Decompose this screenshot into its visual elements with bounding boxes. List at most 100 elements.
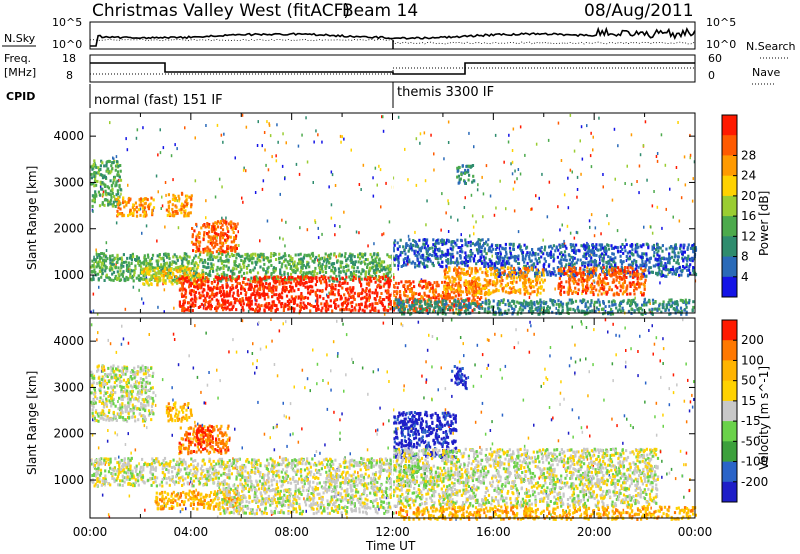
data-cell xyxy=(174,212,177,216)
data-cell xyxy=(237,264,240,268)
noise-cell xyxy=(447,230,450,233)
data-cell xyxy=(368,293,371,297)
data-cell xyxy=(531,253,534,257)
data-cell xyxy=(368,278,371,282)
noise-cell xyxy=(563,193,566,197)
data-cell xyxy=(328,253,331,257)
data-cell xyxy=(421,246,424,250)
data-cell xyxy=(636,250,639,254)
data-cell xyxy=(379,276,382,280)
data-cell xyxy=(490,291,493,295)
data-cell xyxy=(202,247,205,251)
data-cell xyxy=(475,304,479,308)
data-cell xyxy=(460,247,463,251)
data-cell xyxy=(470,253,473,257)
noise-cell xyxy=(542,238,544,242)
data-cell xyxy=(513,258,516,262)
data-cell xyxy=(263,262,266,266)
data-cell xyxy=(654,248,657,251)
data-cell xyxy=(275,288,278,292)
noise-cell xyxy=(372,194,375,198)
data-cell xyxy=(454,283,457,287)
data-cell xyxy=(604,246,608,250)
data-cell xyxy=(383,305,386,309)
data-cell xyxy=(189,211,192,215)
data-cell xyxy=(605,249,608,253)
data-cell xyxy=(433,254,436,258)
noise-cell xyxy=(656,205,659,209)
data-cell xyxy=(246,271,249,275)
data-cell xyxy=(374,309,377,312)
data-cell xyxy=(559,258,562,262)
data-cell xyxy=(242,277,245,280)
noise-cell xyxy=(266,219,269,223)
data-cell xyxy=(387,302,391,306)
data-cell xyxy=(195,245,198,249)
data-cell xyxy=(262,282,265,286)
data-cell xyxy=(381,302,384,306)
noise-cell xyxy=(159,151,162,155)
data-cell xyxy=(640,256,643,259)
data-cell xyxy=(409,290,413,293)
data-cell xyxy=(289,300,293,304)
data-cell xyxy=(98,173,102,177)
data-cell xyxy=(199,258,202,262)
data-cell xyxy=(232,291,235,295)
data-cell xyxy=(225,220,228,224)
data-cell xyxy=(101,202,104,206)
noise-cell xyxy=(139,207,142,211)
data-cell xyxy=(399,293,402,297)
data-cell xyxy=(251,261,254,265)
noise-cell xyxy=(660,133,663,137)
data-cell xyxy=(360,277,363,281)
data-cell xyxy=(194,254,197,258)
data-cell xyxy=(620,265,623,269)
noise-cell xyxy=(473,145,475,149)
freq-tick-top: 18 xyxy=(62,52,76,65)
data-cell xyxy=(116,173,119,177)
data-cell xyxy=(150,196,153,200)
nave-tick-top: 60 xyxy=(708,52,722,65)
noise-cell xyxy=(164,181,167,184)
data-cell xyxy=(547,264,550,268)
data-cell xyxy=(591,260,594,264)
noise-cell xyxy=(124,307,127,311)
data-cell xyxy=(445,281,448,285)
data-cell xyxy=(110,267,113,271)
data-cell xyxy=(485,279,488,283)
data-cell xyxy=(448,299,451,303)
data-cell xyxy=(454,261,457,265)
data-cell xyxy=(112,200,115,204)
data-cell xyxy=(233,297,236,301)
noise-cell xyxy=(614,177,616,181)
data-cell xyxy=(387,268,390,272)
data-cell xyxy=(299,301,302,305)
data-cell xyxy=(207,277,210,281)
data-cell xyxy=(480,261,484,265)
data-cell xyxy=(508,242,511,246)
data-cell xyxy=(214,227,218,231)
data-cell xyxy=(363,305,367,309)
data-cell xyxy=(544,259,547,263)
data-cell xyxy=(274,309,277,313)
data-cell xyxy=(432,250,435,253)
noise-cell xyxy=(127,183,129,187)
data-cell xyxy=(283,281,286,285)
data-cell xyxy=(272,270,275,274)
data-cell xyxy=(101,187,104,191)
noise-cell xyxy=(580,172,582,176)
data-cell xyxy=(265,256,269,260)
data-cell xyxy=(504,290,507,294)
freq-line xyxy=(90,62,695,75)
data-cell xyxy=(487,283,490,287)
data-cell xyxy=(548,245,551,249)
data-cell xyxy=(302,271,305,275)
data-cell xyxy=(447,294,450,298)
data-cell xyxy=(196,239,199,243)
data-cell xyxy=(175,205,178,209)
data-cell xyxy=(565,263,568,267)
data-cell xyxy=(265,271,268,275)
data-cell xyxy=(120,272,123,276)
data-cell xyxy=(339,277,342,281)
data-cell xyxy=(111,262,114,266)
